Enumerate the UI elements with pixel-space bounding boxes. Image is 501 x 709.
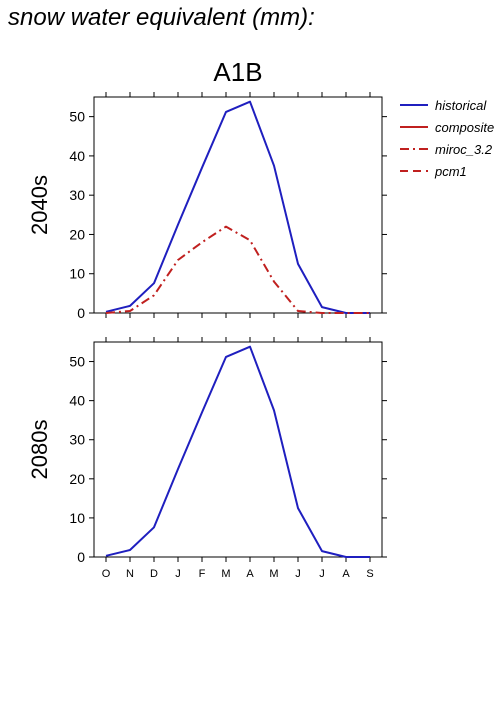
- y-tick-label: 10: [69, 266, 85, 282]
- y-tick-label: 50: [69, 354, 85, 370]
- y-tick-label: 0: [77, 305, 85, 321]
- x-tick-label: A: [342, 568, 350, 580]
- x-tick-label: O: [102, 568, 111, 580]
- chart-title: A1B: [213, 57, 262, 87]
- plot-frame: [93, 341, 383, 558]
- series-line-historical: [105, 100, 370, 314]
- y-tick-label: 40: [69, 148, 85, 164]
- x-tick-label: D: [150, 568, 158, 580]
- page-title: snow water equivalent (mm):: [8, 4, 315, 31]
- y-tick-label: 40: [69, 393, 85, 409]
- x-tick-label: J: [175, 568, 181, 580]
- x-tick-label: N: [126, 568, 134, 580]
- y-tick-label: 20: [69, 471, 85, 487]
- y-tick-label: 10: [69, 510, 85, 526]
- y-axis-label: 2080s: [27, 420, 52, 480]
- x-tick-label: J: [295, 568, 301, 580]
- plot-frame: [93, 96, 383, 314]
- series-line-historical: [105, 345, 370, 558]
- x-tick-label: S: [366, 568, 373, 580]
- legend: historical composite miroc_3.2 pcm1: [400, 98, 494, 179]
- legend-entry: historical: [435, 98, 487, 113]
- y-tick-label: 0: [77, 549, 85, 565]
- x-tick-label: F: [199, 568, 206, 580]
- legend-entry: miroc_3.2: [435, 142, 493, 157]
- x-tick-label: M: [221, 568, 230, 580]
- y-tick-label: 30: [69, 432, 85, 448]
- x-tick-label: M: [269, 568, 278, 580]
- x-tick-label: A: [246, 568, 254, 580]
- series-line-miroc-3-2: [105, 225, 370, 314]
- legend-entry: pcm1: [434, 164, 467, 179]
- y-tick-label: 50: [69, 109, 85, 125]
- y-tick-label: 20: [69, 226, 85, 242]
- legend-entry: composite: [435, 120, 494, 135]
- chart-panel-2: 0 10 20 30 40 50 O N D J F M A M J J A S 2080s: [27, 337, 387, 580]
- chart-panel-1: 0 10 20 30 40 50 A1B 2040s historical composite mi…: [27, 57, 494, 321]
- y-axis-label: 2040s: [27, 175, 52, 235]
- x-tick-label: J: [319, 568, 325, 580]
- y-tick-label: 30: [69, 187, 85, 203]
